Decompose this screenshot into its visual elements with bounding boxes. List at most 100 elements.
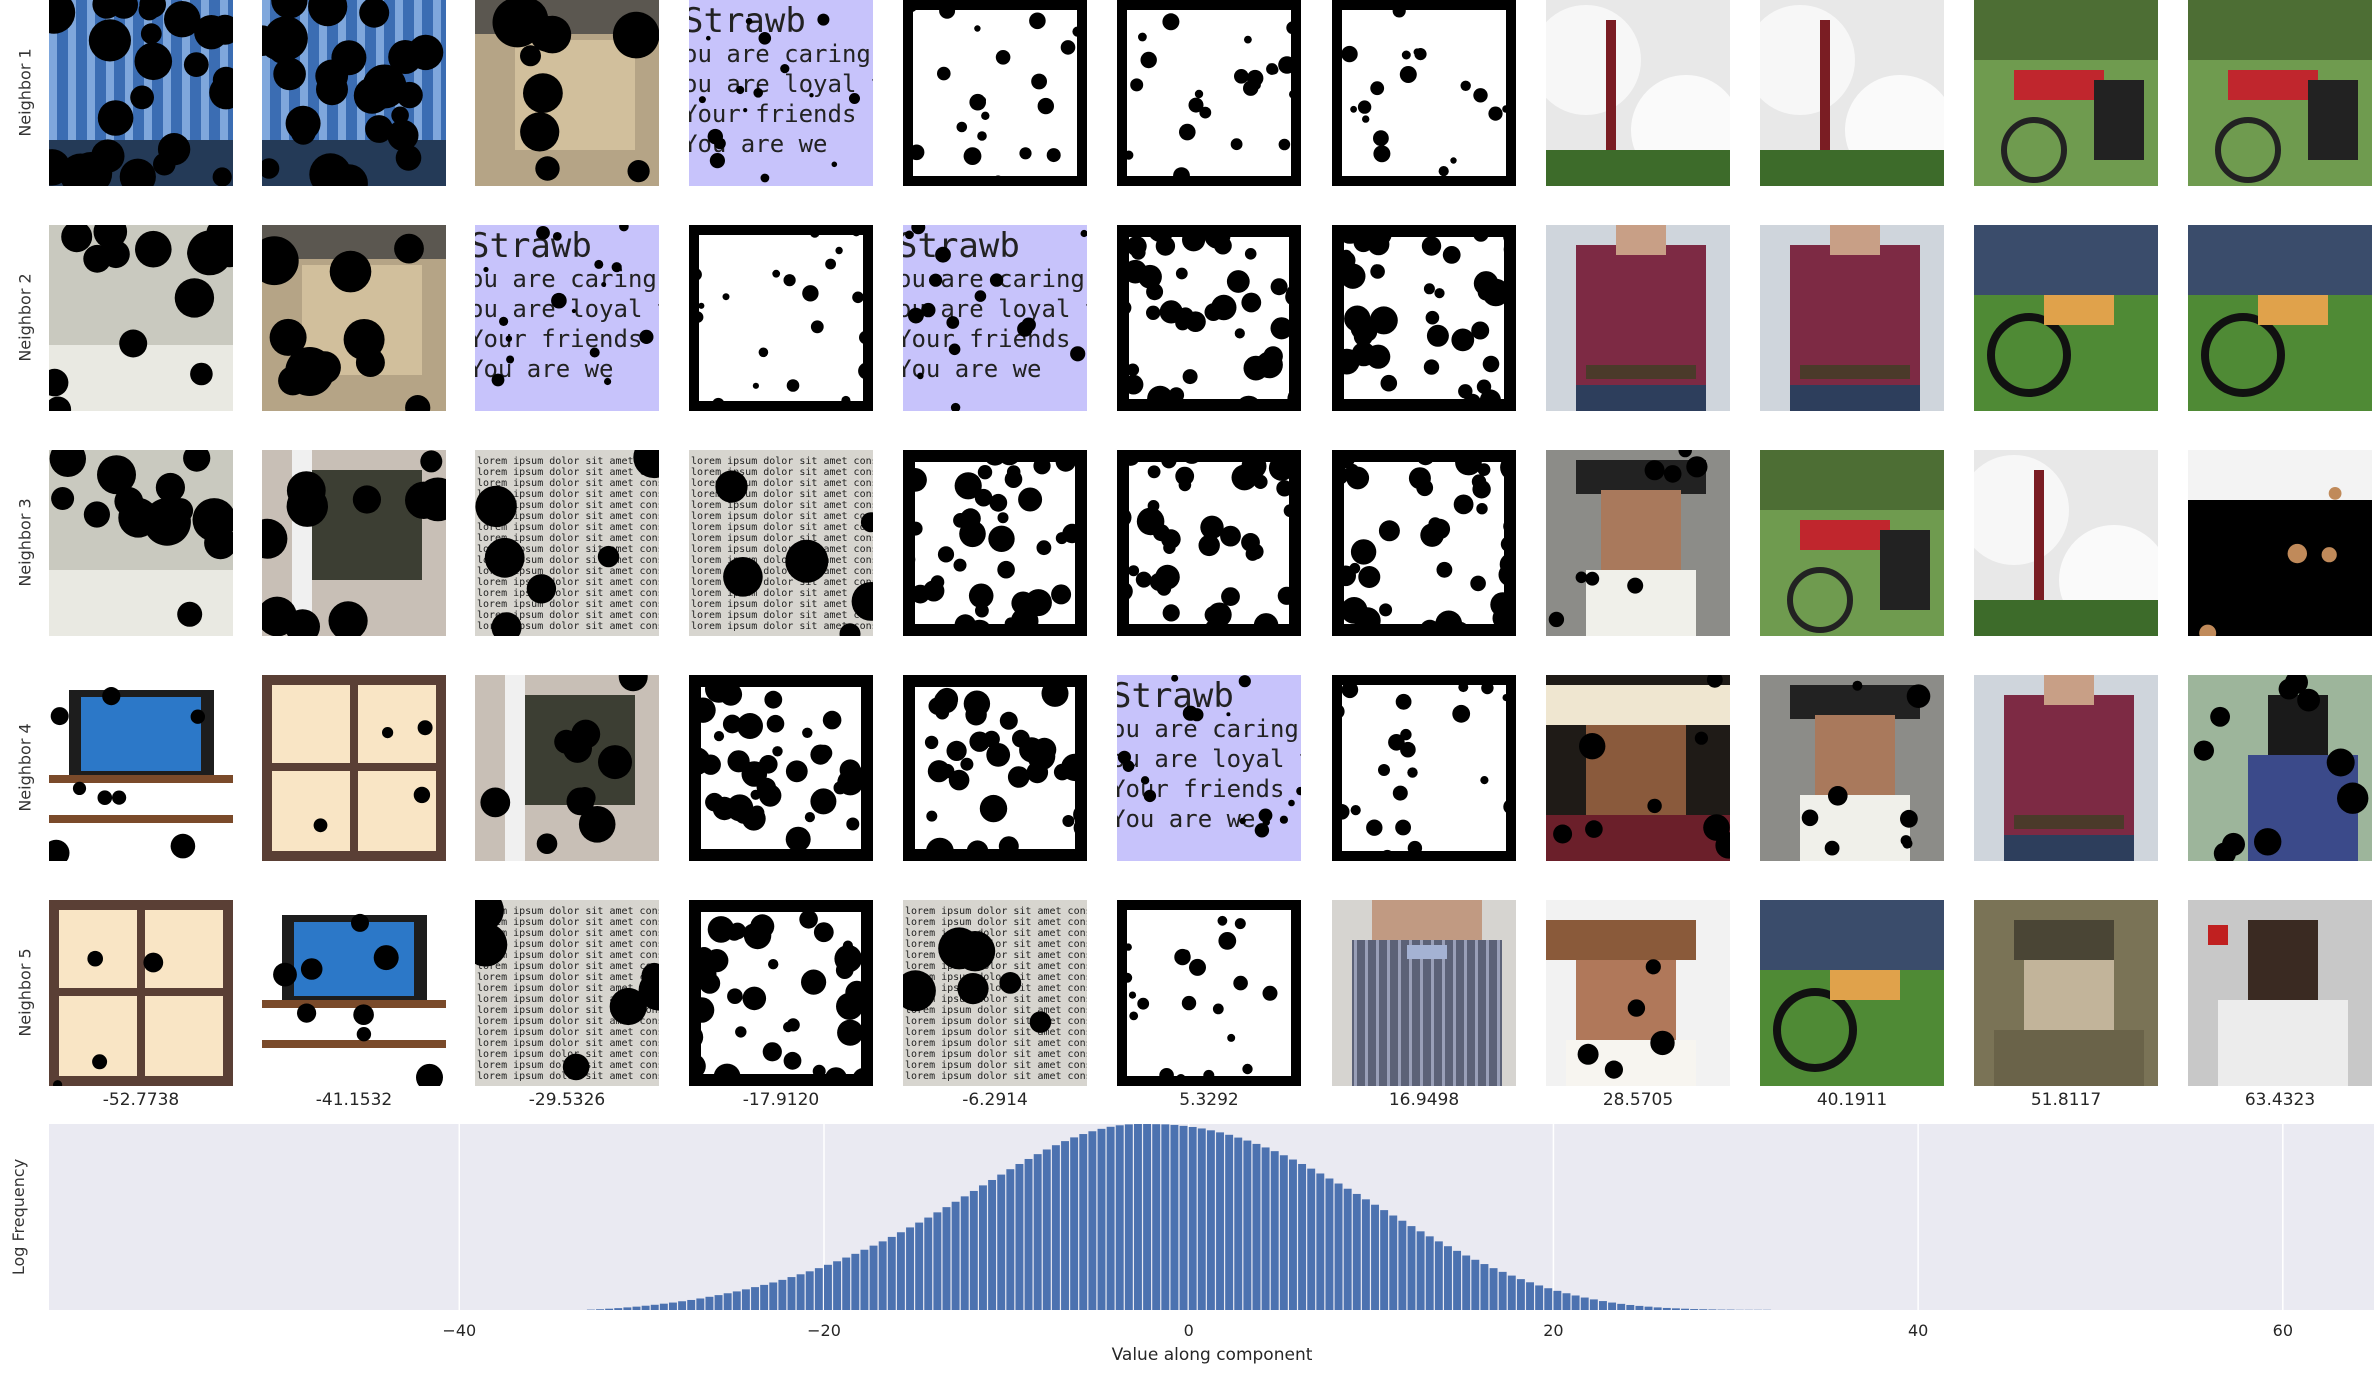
histogram-bar bbox=[705, 1296, 714, 1310]
histogram-bar bbox=[1088, 1131, 1097, 1310]
svg-text:You are we: You are we bbox=[903, 355, 1042, 383]
svg-text:lorem ipsum dolor sit amet con: lorem ipsum dolor sit amet consect bbox=[477, 950, 659, 961]
histogram-bar bbox=[887, 1236, 896, 1310]
x-tick-label: −20 bbox=[807, 1321, 841, 1340]
histogram-bar bbox=[1371, 1204, 1379, 1310]
histogram-bar bbox=[1188, 1126, 1197, 1310]
histogram-bar bbox=[1143, 1124, 1152, 1310]
column-value: 40.1911 bbox=[1816, 1090, 1888, 1110]
histogram-chart: −40 −20 0 20 40 60 Value along component Log … bbox=[9, 1124, 2374, 1365]
thumbnail-door-photo bbox=[475, 675, 659, 861]
svg-text:lorem ipsum dolor sit amet con: lorem ipsum dolor sit amet consect bbox=[691, 599, 873, 610]
svg-text:lorem ipsum dolor sit amet con: lorem ipsum dolor sit amet consect bbox=[691, 467, 873, 478]
histogram-bar bbox=[1252, 1143, 1261, 1310]
histogram-bar bbox=[787, 1277, 796, 1310]
thumbnail-cloth-photo bbox=[475, 0, 659, 186]
histogram-bar bbox=[1343, 1188, 1352, 1310]
thumbnail-white-noise-medium bbox=[1332, 450, 1516, 636]
thumbnail-soldier-sepia-photo bbox=[1974, 900, 2158, 1086]
row-label-neighbor-3: Neighbor 3 bbox=[15, 498, 35, 587]
histogram-bar bbox=[596, 1309, 604, 1310]
thumbnail-room-photo bbox=[49, 450, 233, 636]
histogram-bar bbox=[924, 1217, 933, 1310]
svg-text:lorem ipsum dolor sit amet con: lorem ipsum dolor sit amet consect bbox=[477, 500, 659, 511]
thumbnail-white-noise-medium bbox=[1332, 225, 1516, 411]
thumbnail-white-noise-medium bbox=[1117, 450, 1301, 636]
histogram-bar bbox=[678, 1301, 687, 1310]
histogram-bar bbox=[1298, 1163, 1307, 1310]
histogram-bar bbox=[1316, 1173, 1325, 1310]
histogram-bar bbox=[1526, 1282, 1534, 1310]
thumbnail-white-noise-light bbox=[903, 0, 1087, 186]
histogram-bar bbox=[1599, 1301, 1607, 1310]
histogram-bar bbox=[1115, 1125, 1124, 1310]
column-value: 51.8117 bbox=[2030, 1090, 2102, 1110]
histogram-bar bbox=[1626, 1304, 1635, 1310]
histogram-bar bbox=[1106, 1126, 1115, 1310]
histogram-bar bbox=[623, 1307, 632, 1310]
thumbnail-white-noise-light bbox=[689, 225, 873, 411]
histogram-bar bbox=[1516, 1279, 1525, 1310]
thumbnail-old-man-hat-photo bbox=[1546, 450, 1730, 636]
thumbnail-man-shirt-photo bbox=[1974, 675, 2158, 861]
histogram-bar bbox=[696, 1298, 705, 1310]
histogram-bar bbox=[1097, 1128, 1106, 1310]
svg-text:lorem ipsum dolor sit amet con: lorem ipsum dolor sit amet consect bbox=[691, 621, 873, 632]
x-tick-labels: −40 −20 0 20 40 60 bbox=[442, 1321, 2293, 1340]
histogram-bar bbox=[805, 1271, 814, 1310]
histogram-bar bbox=[997, 1174, 1006, 1310]
svg-text:lorem ipsum dolor sit amet con: lorem ipsum dolor sit amet consect bbox=[477, 917, 659, 928]
histogram-bar bbox=[1334, 1183, 1343, 1310]
histogram-bar bbox=[1380, 1210, 1389, 1310]
histogram-bar bbox=[1197, 1128, 1206, 1310]
thumbnail-moped-photo bbox=[1974, 225, 2158, 411]
histogram-bar bbox=[1307, 1168, 1316, 1310]
histogram-bar bbox=[842, 1257, 851, 1310]
column-value: -6.2914 bbox=[962, 1090, 1028, 1110]
thumbnail-bike-tanks-photo bbox=[1546, 0, 1730, 186]
svg-text:lorem ipsum dolor sit amet con: lorem ipsum dolor sit amet consect bbox=[477, 577, 659, 588]
histogram-bar bbox=[1070, 1137, 1079, 1310]
svg-text:lorem ipsum dolor sit amet con: lorem ipsum dolor sit amet consect bbox=[477, 1027, 659, 1038]
histogram-bar bbox=[1462, 1255, 1471, 1310]
svg-text:lorem ipsum dolor sit amet con: lorem ipsum dolor sit amet consect bbox=[905, 1005, 1087, 1016]
thumbnail-white-noise-medium bbox=[1117, 225, 1301, 411]
histogram-bar bbox=[669, 1302, 677, 1310]
thumbnail-curtain-photo bbox=[262, 0, 446, 186]
svg-text:lorem ipsum dolor sit amet con: lorem ipsum dolor sit amet consect bbox=[477, 544, 659, 555]
thumbnail-newspaper-text: lorem ipsum dolor sit amet consect lorem … bbox=[689, 450, 873, 636]
histogram-bar bbox=[1006, 1169, 1015, 1310]
histogram-bar bbox=[1161, 1124, 1170, 1310]
svg-text:lorem ipsum dolor sit amet con: lorem ipsum dolor sit amet consect bbox=[477, 1049, 659, 1060]
thumbnail-cowboy-photo bbox=[1546, 675, 1730, 861]
svg-text:ou are caring: ou are caring bbox=[689, 40, 871, 68]
thumbnail-moped-photo bbox=[1760, 900, 1944, 1086]
column-value: 63.4323 bbox=[2244, 1090, 2316, 1110]
thumbnail-white-noise-medium bbox=[689, 675, 873, 861]
x-tick-label: 20 bbox=[1543, 1321, 1563, 1340]
svg-text:lorem ipsum dolor sit amet con: lorem ipsum dolor sit amet consect bbox=[905, 906, 1087, 917]
histogram-bar bbox=[1398, 1220, 1407, 1310]
svg-text:lorem ipsum dolor sit amet con: lorem ipsum dolor sit amet consect bbox=[477, 983, 659, 994]
histogram-bar bbox=[1015, 1163, 1024, 1310]
x-axis-label: Value along component bbox=[1112, 1345, 1313, 1365]
thumbnail-door-photo bbox=[262, 450, 446, 636]
svg-text:You are we: You are we bbox=[1117, 805, 1256, 833]
histogram-bar bbox=[1024, 1158, 1033, 1310]
svg-text:lorem ipsum dolor sit amet con: lorem ipsum dolor sit amet consect bbox=[905, 1038, 1087, 1049]
histogram-bar bbox=[1352, 1193, 1361, 1310]
histogram-bar bbox=[833, 1261, 842, 1310]
histogram-bar bbox=[1042, 1149, 1051, 1310]
thumbnail-old-man-hat-photo bbox=[1760, 675, 1944, 861]
histogram-bar bbox=[878, 1241, 887, 1310]
svg-text:lorem ipsum dolor sit amet con: lorem ipsum dolor sit amet consect bbox=[477, 1038, 659, 1049]
thumbnail-kids-bike-photo bbox=[1974, 0, 2158, 186]
histogram-bar bbox=[1325, 1178, 1334, 1310]
thumbnail-man-smiling-photo bbox=[2188, 900, 2372, 1086]
thumbnail-man-bowtie-photo bbox=[1332, 900, 1516, 1086]
thumbnail-white-noise-medium bbox=[903, 450, 1087, 636]
histogram-bar bbox=[659, 1303, 668, 1310]
svg-text:ou are caring: ou are caring bbox=[475, 265, 657, 293]
row-label-neighbor-4: Neighbor 4 bbox=[15, 723, 35, 812]
